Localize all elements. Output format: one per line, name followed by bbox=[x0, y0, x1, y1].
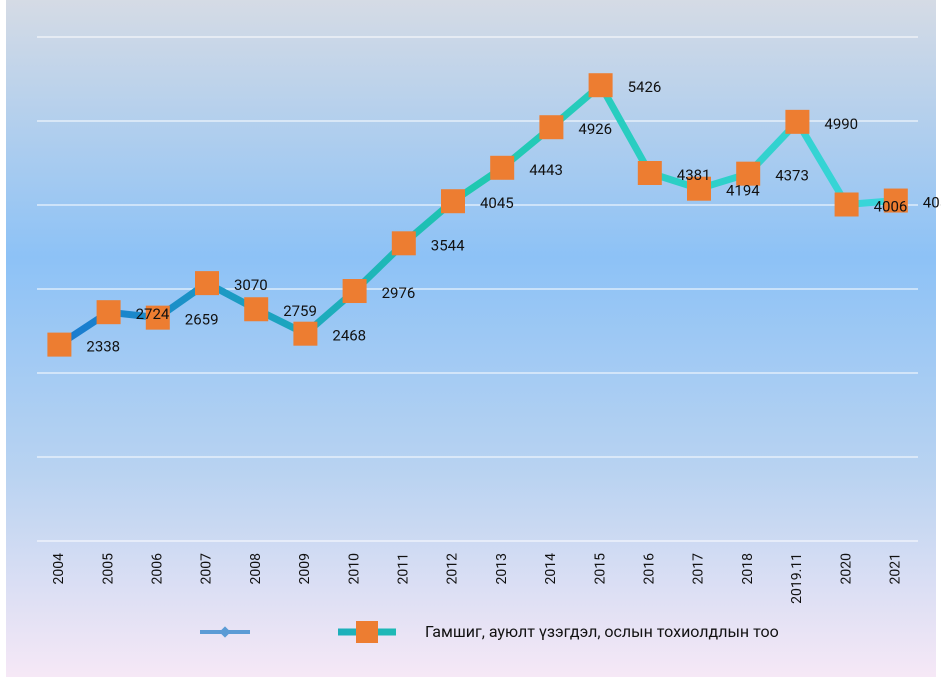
data-label: 4006 bbox=[874, 197, 908, 215]
x-tick-label: 2004 bbox=[51, 553, 67, 585]
marker bbox=[145, 305, 170, 330]
marker bbox=[687, 176, 711, 201]
marker bbox=[47, 332, 72, 357]
marker bbox=[441, 189, 465, 214]
legend-label: Гамшиг, ауюлт үзэгдэл, ослын тохиолдлын … bbox=[425, 622, 779, 641]
x-tick-label: 2008 bbox=[248, 553, 264, 585]
marker bbox=[588, 73, 613, 98]
legend-placeholder bbox=[200, 626, 250, 638]
data-label: 4194 bbox=[726, 182, 760, 200]
data-label: 2468 bbox=[332, 327, 366, 345]
data-label: 2724 bbox=[136, 305, 170, 323]
x-tick-label: 2009 bbox=[297, 553, 313, 584]
marker bbox=[195, 271, 219, 296]
x-tick-label: 2010 bbox=[346, 553, 362, 585]
data-label: 4990 bbox=[824, 115, 858, 133]
x-tick-label: 2017 bbox=[691, 553, 707, 585]
x-tick-label: 2020 bbox=[838, 553, 854, 585]
data-label: 4926 bbox=[578, 120, 612, 138]
marker bbox=[883, 188, 908, 213]
data-label: 2976 bbox=[382, 284, 416, 302]
x-tick-label: 2014 bbox=[543, 553, 559, 585]
data-label: 2659 bbox=[185, 311, 219, 329]
background bbox=[6, 0, 936, 677]
data-label: 3544 bbox=[431, 236, 465, 254]
x-tick-label: 2011 bbox=[396, 553, 412, 584]
data-label: 5426 bbox=[628, 78, 662, 96]
marker bbox=[293, 321, 318, 346]
marker bbox=[539, 115, 564, 140]
x-tick-label: 2021 bbox=[888, 553, 904, 584]
data-label: 4053 bbox=[923, 194, 941, 212]
x-tick-label: 2016 bbox=[642, 553, 658, 585]
x-tick-label: 2007 bbox=[199, 553, 215, 585]
marker bbox=[96, 300, 121, 325]
data-label: 2759 bbox=[283, 302, 317, 320]
data-label: 4443 bbox=[529, 161, 563, 179]
marker bbox=[342, 279, 367, 304]
marker bbox=[785, 109, 810, 134]
x-tick-label: 2012 bbox=[445, 553, 461, 585]
marker bbox=[834, 192, 859, 217]
marker bbox=[637, 160, 662, 185]
x-tick-label: 2018 bbox=[740, 553, 756, 585]
data-label: 4373 bbox=[775, 167, 809, 185]
x-tick-label: 2013 bbox=[494, 553, 510, 584]
data-label: 4381 bbox=[677, 166, 711, 184]
data-label: 4045 bbox=[480, 194, 514, 212]
x-tick-label: 2005 bbox=[100, 553, 116, 585]
legend-marker bbox=[356, 621, 378, 643]
marker bbox=[391, 231, 416, 256]
marker bbox=[244, 297, 269, 322]
x-tick-label: 2019.11 bbox=[789, 553, 805, 604]
marker bbox=[736, 161, 761, 186]
x-tick-label: 2006 bbox=[150, 553, 166, 585]
x-tick-label: 2015 bbox=[592, 553, 608, 585]
data-label: 3070 bbox=[234, 276, 268, 294]
marker bbox=[490, 155, 515, 180]
data-label: 2338 bbox=[86, 338, 120, 356]
